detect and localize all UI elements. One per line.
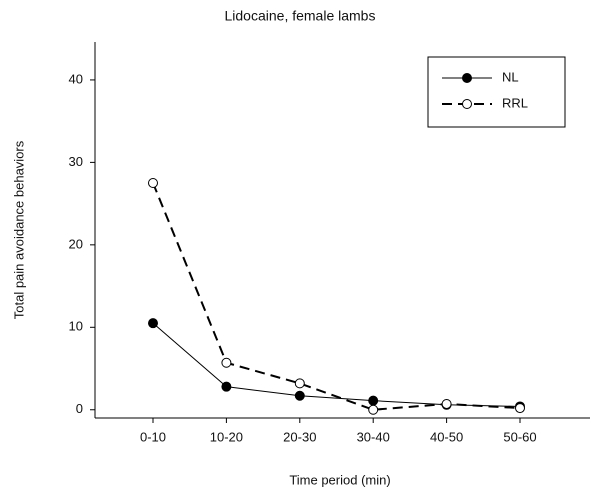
legend-box [427, 56, 566, 128]
legend-label: RRL [502, 95, 528, 110]
point [294, 390, 305, 401]
x-tick-label: 10-20 [210, 429, 243, 444]
point [148, 318, 158, 329]
point [148, 178, 158, 188]
legend-marker [462, 99, 472, 109]
y-tick-label: 30 [69, 154, 83, 169]
legend-label: NL [502, 69, 519, 84]
point [368, 395, 379, 406]
series-line [152, 322, 521, 407]
x-tick-label: 40-50 [430, 429, 463, 444]
x-tick-label: 0-10 [140, 429, 166, 444]
legend-marker [462, 73, 472, 83]
x-tick-label: 20-30 [283, 429, 316, 444]
y-tick-label: 20 [69, 236, 83, 251]
point [515, 403, 525, 414]
point [221, 357, 232, 368]
point [368, 404, 379, 415]
x-axis-label: Time period (min) [289, 472, 390, 487]
x-tick-label: 50-60 [503, 429, 536, 444]
y-tick-label: 0 [76, 401, 83, 416]
point [221, 381, 232, 392]
point [441, 398, 452, 409]
chart-title: Lidocaine, female lambs [225, 8, 376, 24]
y-tick-label: 40 [69, 71, 83, 86]
y-axis-label: Total pain avoidance behaviors [11, 140, 26, 319]
x-tick-label: 30-40 [357, 429, 390, 444]
point [294, 378, 305, 389]
y-tick-label: 10 [69, 319, 83, 334]
series-line [152, 182, 521, 411]
